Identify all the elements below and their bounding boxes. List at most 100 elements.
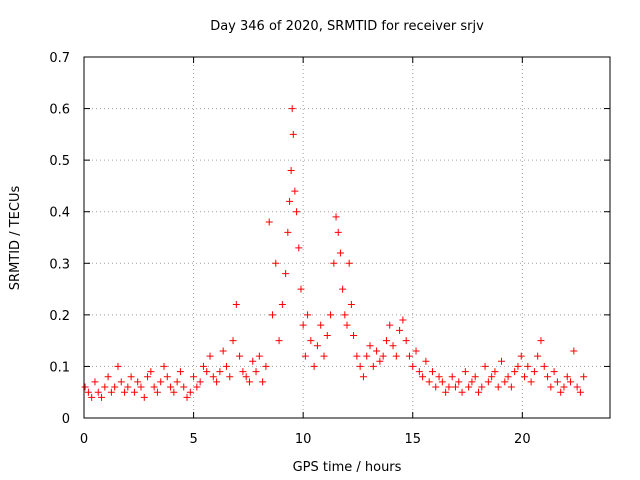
data-point xyxy=(517,352,525,360)
y-tick-label: 0.1 xyxy=(49,360,70,375)
data-point xyxy=(84,388,92,396)
data-point xyxy=(183,393,191,401)
data-point xyxy=(353,352,361,360)
data-point xyxy=(341,311,349,319)
data-point xyxy=(226,373,234,381)
data-point xyxy=(284,228,292,236)
data-point xyxy=(537,337,545,345)
y-tick-label: 0.2 xyxy=(49,309,70,324)
data-point xyxy=(127,373,135,381)
data-point xyxy=(524,362,532,370)
data-point xyxy=(576,388,584,396)
data-point xyxy=(481,362,489,370)
data-point xyxy=(412,347,420,355)
data-point xyxy=(320,352,328,360)
data-point xyxy=(334,228,342,236)
data-point xyxy=(190,373,198,381)
data-point xyxy=(498,357,506,365)
data-point xyxy=(332,213,340,221)
y-tick-label: 0.3 xyxy=(49,257,70,272)
data-point xyxy=(313,342,321,350)
data-point xyxy=(399,316,407,324)
data-point xyxy=(511,368,519,376)
data-point xyxy=(501,378,509,386)
data-point xyxy=(386,321,394,329)
data-point xyxy=(157,378,165,386)
data-point xyxy=(134,378,142,386)
data-point xyxy=(432,383,440,391)
data-point xyxy=(573,383,581,391)
data-point xyxy=(107,388,115,396)
data-point xyxy=(504,373,512,381)
data-point xyxy=(81,383,89,391)
data-point xyxy=(130,388,138,396)
data-point xyxy=(160,362,168,370)
data-point xyxy=(425,378,433,386)
data-point xyxy=(111,383,119,391)
data-point xyxy=(553,378,561,386)
data-point xyxy=(521,373,529,381)
data-point xyxy=(203,368,211,376)
data-point xyxy=(468,378,476,386)
data-point xyxy=(295,244,303,252)
data-point xyxy=(345,259,353,267)
grid-lines xyxy=(84,57,610,418)
data-point xyxy=(163,373,171,381)
data-point xyxy=(229,337,237,345)
data-point xyxy=(343,321,351,329)
data-point xyxy=(176,368,184,376)
data-point xyxy=(245,378,253,386)
data-point xyxy=(153,388,161,396)
data-point xyxy=(170,388,178,396)
data-point xyxy=(435,373,443,381)
data-point xyxy=(150,383,158,391)
data-point xyxy=(259,378,267,386)
y-axis-label: SRMTID / TECUs xyxy=(8,186,23,291)
data-point xyxy=(199,362,207,370)
x-tick-label: 0 xyxy=(80,432,88,447)
data-point xyxy=(534,352,542,360)
data-point xyxy=(293,208,301,216)
data-point xyxy=(465,383,473,391)
data-point xyxy=(347,301,355,309)
data-point xyxy=(527,378,535,386)
data-point xyxy=(422,357,430,365)
data-point xyxy=(451,383,459,391)
data-point xyxy=(272,259,280,267)
data-point xyxy=(547,383,555,391)
data-point xyxy=(180,383,188,391)
data-point xyxy=(186,388,194,396)
data-point xyxy=(310,362,318,370)
data-point xyxy=(301,352,309,360)
data-point xyxy=(173,378,181,386)
data-point xyxy=(350,331,358,339)
data-point xyxy=(262,362,270,370)
data-point xyxy=(275,337,283,345)
y-tick-label: 0.6 xyxy=(49,103,70,118)
x-tick-label: 15 xyxy=(404,432,421,447)
data-point xyxy=(366,342,374,350)
data-point xyxy=(419,373,427,381)
data-point xyxy=(147,368,155,376)
data-point xyxy=(580,373,588,381)
data-point xyxy=(289,130,297,138)
data-point xyxy=(282,270,290,278)
chart-title: Day 346 of 2020, SRMTID for receiver srj… xyxy=(210,19,484,34)
data-point xyxy=(114,362,122,370)
data-point xyxy=(392,352,400,360)
data-point xyxy=(291,187,299,195)
data-point xyxy=(336,249,344,257)
data-point xyxy=(356,362,364,370)
data-point xyxy=(475,388,482,396)
data-point xyxy=(249,357,257,365)
data-point xyxy=(458,388,466,396)
data-point xyxy=(213,378,221,386)
data-point xyxy=(219,347,227,355)
data-point xyxy=(373,347,381,355)
data-point xyxy=(222,362,230,370)
data-point xyxy=(339,285,347,293)
data-point xyxy=(206,352,214,360)
data-point xyxy=(242,373,250,381)
data-point xyxy=(265,218,273,226)
